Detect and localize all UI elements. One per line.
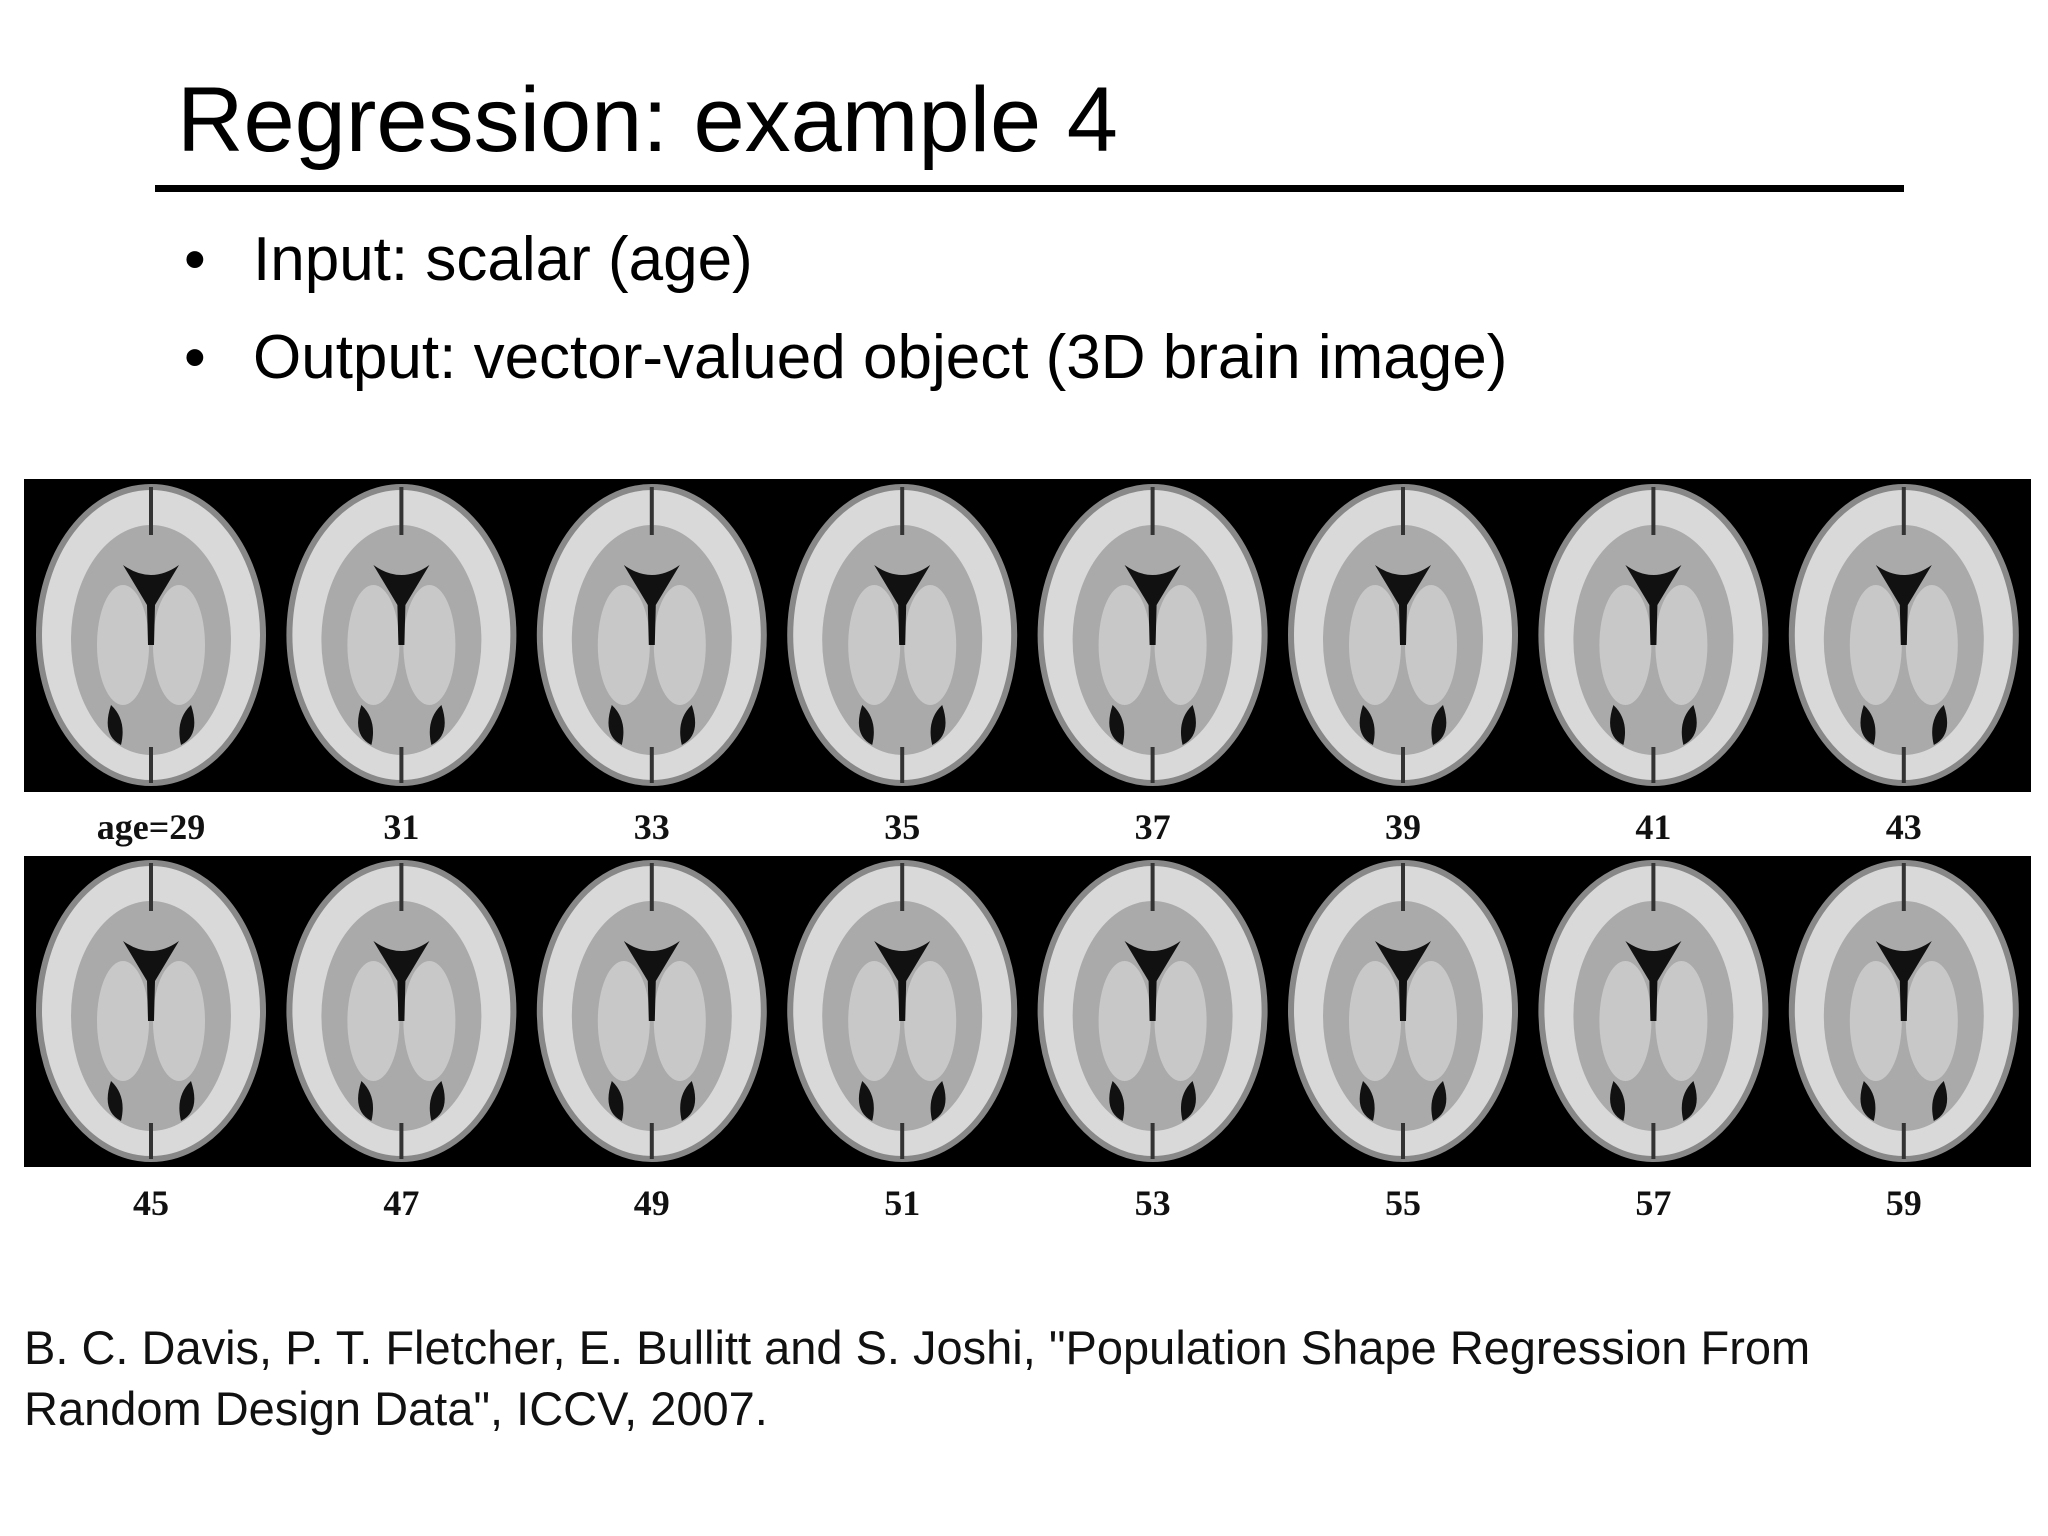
ventricle xyxy=(373,941,430,1021)
ventricle xyxy=(608,1081,696,1121)
ventricle xyxy=(874,941,931,1021)
figure: age=29 31 33 35 37 39 41 43 45 47 49 51 53 55 57 59 xyxy=(36,484,2019,1223)
brain-inner xyxy=(97,585,149,705)
ventricle xyxy=(123,565,179,645)
ventricle xyxy=(358,1081,445,1121)
bullet-text: Input: scalar (age) xyxy=(253,225,753,294)
brain-inner xyxy=(403,585,456,705)
bullet-dot: • xyxy=(184,323,206,392)
ventricle xyxy=(858,705,946,745)
age-label: 37 xyxy=(1135,807,1171,847)
brain-inner xyxy=(653,961,706,1081)
ventricle xyxy=(608,705,696,745)
ventricle xyxy=(1124,941,1181,1021)
title-rule xyxy=(155,185,1904,192)
slide-title: Regression: example 4 xyxy=(177,69,1118,171)
ventricle xyxy=(1124,565,1181,645)
age-label: 49 xyxy=(634,1183,670,1223)
ventricle xyxy=(1359,1081,1447,1121)
ventricle xyxy=(623,565,680,645)
ventricle xyxy=(123,941,179,1021)
age-label: 31 xyxy=(383,807,419,847)
brain-inner xyxy=(1655,585,1708,705)
brain-inner xyxy=(653,585,706,705)
ventricle xyxy=(1109,705,1196,745)
ventricle xyxy=(107,705,195,745)
ventricle xyxy=(1875,941,1932,1021)
ventricle xyxy=(1860,1081,1948,1121)
bullet-text: Output: vector-valued object (3D brain i… xyxy=(253,323,1507,392)
age-label: 41 xyxy=(1635,807,1671,847)
brain-inner xyxy=(1349,585,1401,705)
ventricle xyxy=(1375,941,1431,1021)
ventricle xyxy=(874,565,931,645)
age-label: age=29 xyxy=(97,807,206,847)
brain-inner xyxy=(403,961,456,1081)
ventricle xyxy=(1375,565,1431,645)
brain-inner xyxy=(597,585,650,705)
age-label: 59 xyxy=(1886,1183,1922,1223)
ventricle xyxy=(107,1081,195,1121)
ventricle xyxy=(858,1081,946,1121)
age-label: 53 xyxy=(1135,1183,1171,1223)
bullet-dot: • xyxy=(184,225,206,294)
brain-inner xyxy=(848,585,901,705)
brain-inner xyxy=(1599,961,1652,1081)
brain-inner xyxy=(1849,961,1902,1081)
brain-inner xyxy=(1905,961,1958,1081)
brain-inner xyxy=(1849,585,1902,705)
brain-inner xyxy=(904,961,957,1081)
brain-inner xyxy=(1154,585,1207,705)
brain-inner xyxy=(1405,961,1457,1081)
brain-inner xyxy=(153,961,205,1081)
brain-inner xyxy=(904,585,957,705)
age-label: 51 xyxy=(884,1183,920,1223)
brain-inner xyxy=(1349,961,1401,1081)
age-label: 43 xyxy=(1886,807,1922,847)
age-label: 35 xyxy=(884,807,920,847)
ventricle xyxy=(1860,705,1948,745)
brain-inner xyxy=(1405,585,1457,705)
age-label: 47 xyxy=(383,1183,419,1223)
brain-inner xyxy=(153,585,205,705)
ventricle xyxy=(623,941,680,1021)
ventricle xyxy=(358,705,445,745)
brain-inner xyxy=(1599,585,1652,705)
ventricle xyxy=(1875,565,1932,645)
citation: B. C. Davis, P. T. Fletcher, E. Bullitt … xyxy=(24,1321,1810,1374)
ventricle xyxy=(1610,705,1697,745)
brain-inner xyxy=(597,961,650,1081)
age-label: 57 xyxy=(1635,1183,1671,1223)
ventricle xyxy=(373,565,430,645)
brain-inner xyxy=(1098,585,1151,705)
ventricle xyxy=(1109,1081,1196,1121)
ventricle xyxy=(1625,941,1682,1021)
age-label: 33 xyxy=(634,807,670,847)
ventricle xyxy=(1359,705,1447,745)
brain-inner xyxy=(1655,961,1708,1081)
brain-inner xyxy=(347,961,400,1081)
ventricle xyxy=(1610,1081,1697,1121)
age-label: 55 xyxy=(1385,1183,1421,1223)
brain-inner xyxy=(347,585,400,705)
age-label: 39 xyxy=(1385,807,1421,847)
ventricle xyxy=(1625,565,1682,645)
brain-inner xyxy=(1154,961,1207,1081)
citation: Random Design Data", ICCV, 2007. xyxy=(24,1382,768,1435)
age-label: 45 xyxy=(133,1183,169,1223)
brain-inner xyxy=(848,961,901,1081)
brain-inner xyxy=(1905,585,1958,705)
brain-inner xyxy=(1098,961,1151,1081)
brain-inner xyxy=(97,961,149,1081)
